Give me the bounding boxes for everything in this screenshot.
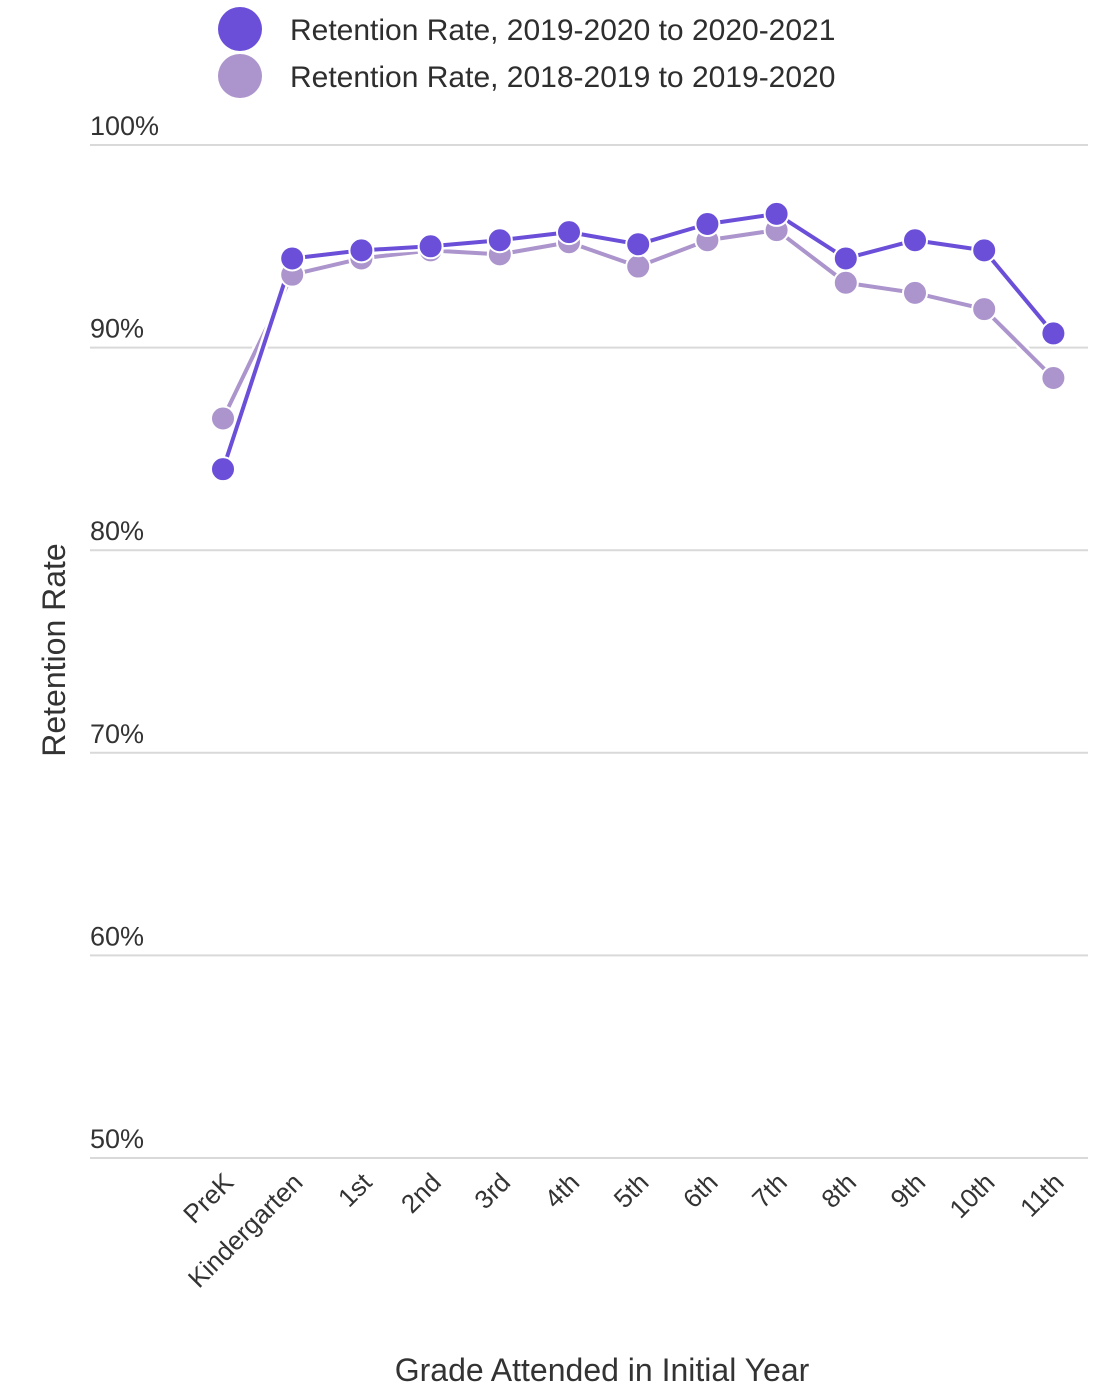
x-tick-label: 8th [815, 1167, 862, 1214]
y-tick-label: 90% [90, 314, 144, 344]
y-tick-label: 100% [90, 111, 159, 141]
x-tick-label: 4th [538, 1167, 585, 1214]
data-point-series-1 [902, 227, 928, 254]
data-point-series-1 [971, 237, 998, 264]
series-points [210, 200, 1067, 483]
y-axis-title: Retention Rate [36, 543, 72, 756]
data-point-series-1 [279, 245, 306, 272]
y-tick-label: 50% [90, 1124, 144, 1154]
legend: Retention Rate, 2019-2020 to 2020-2021 R… [218, 7, 835, 98]
data-point-series-2 [971, 296, 998, 323]
data-point-series-1 [694, 211, 721, 238]
legend-label-series-1: Retention Rate, 2019-2020 to 2020-2021 [290, 14, 835, 47]
x-tick-label: 1st [332, 1166, 378, 1212]
x-tick-label: 7th [746, 1167, 793, 1214]
x-tick-label: 9th [884, 1167, 931, 1214]
y-tick-label: 60% [90, 921, 144, 951]
data-point-series-2 [1040, 364, 1067, 391]
legend-marker-series-1 [218, 7, 262, 51]
x-axis-title: Grade Attended in Initial Year [395, 1352, 810, 1388]
x-tick-label: 3rd [468, 1167, 516, 1215]
legend-label-series-2: Retention Rate, 2018-2019 to 2019-2020 [290, 61, 835, 94]
x-tick-label: PreK [177, 1167, 240, 1230]
legend-marker-series-2 [218, 54, 262, 98]
data-point-series-1 [486, 227, 513, 254]
x-tick-label: 6th [677, 1167, 724, 1214]
data-point-series-1 [625, 231, 652, 258]
data-point-series-1 [210, 456, 236, 483]
x-tick-label: 2nd [395, 1167, 447, 1219]
x-tick-label: 11th [1014, 1167, 1070, 1223]
data-point-series-2 [832, 269, 859, 296]
data-point-series-1 [348, 237, 375, 264]
data-point-series-2 [210, 405, 236, 432]
data-point-series-1 [417, 233, 444, 260]
y-axis-ticks: 50% 60% 70% 80% 90% 100% [90, 111, 159, 1154]
data-point-series-2 [625, 253, 652, 280]
data-point-series-1 [832, 245, 859, 272]
y-tick-label: 70% [90, 719, 144, 749]
data-point-series-1 [556, 219, 582, 246]
data-point-series-1 [1040, 320, 1067, 347]
data-point-series-1 [763, 200, 790, 227]
data-point-series-2 [902, 279, 928, 306]
y-tick-label: 80% [90, 516, 144, 546]
x-tick-label: 10th [943, 1167, 1000, 1224]
x-tick-label: 5th [608, 1167, 655, 1214]
